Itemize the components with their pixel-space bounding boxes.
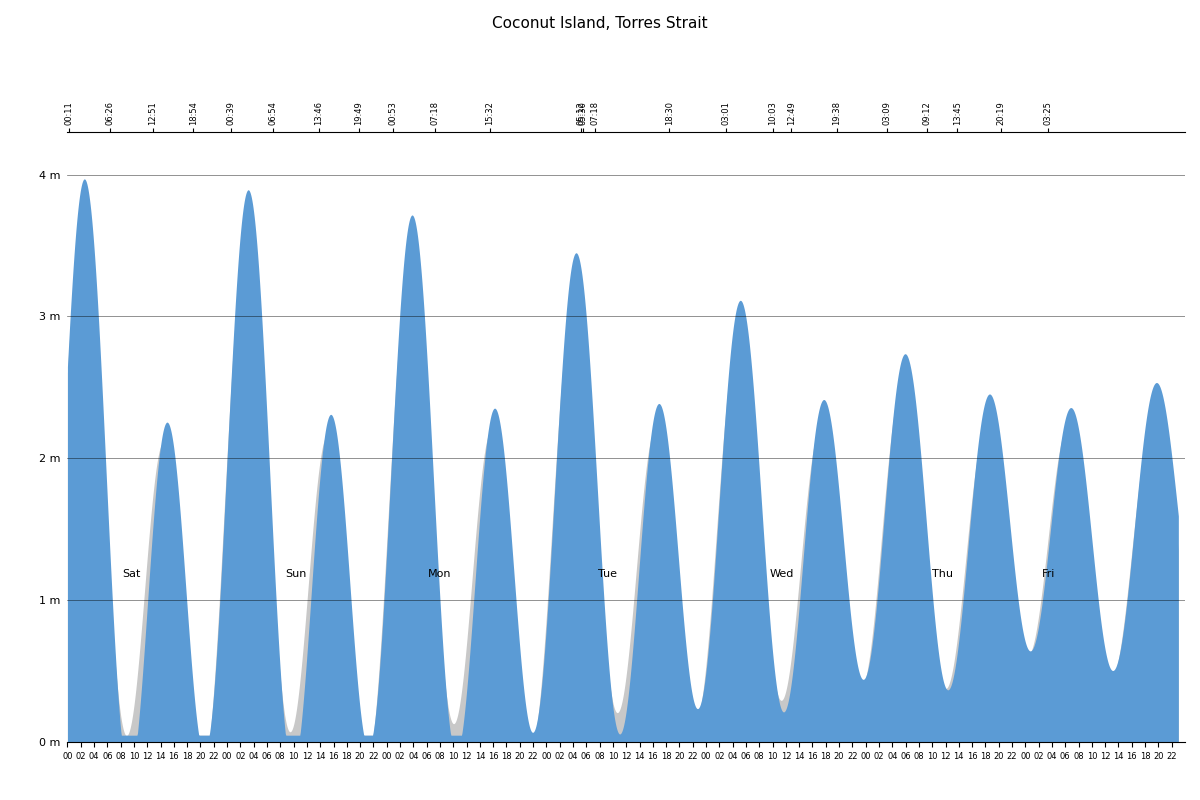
Text: Wed: Wed: [769, 569, 794, 579]
Text: Tue: Tue: [598, 569, 617, 579]
Text: Sat: Sat: [122, 569, 140, 579]
Text: Fri: Fri: [1042, 569, 1055, 579]
Text: Sun: Sun: [284, 569, 306, 579]
Text: Mon: Mon: [427, 569, 451, 579]
Text: Thu: Thu: [932, 569, 953, 579]
Text: Coconut Island, Torres Strait: Coconut Island, Torres Strait: [492, 16, 708, 31]
